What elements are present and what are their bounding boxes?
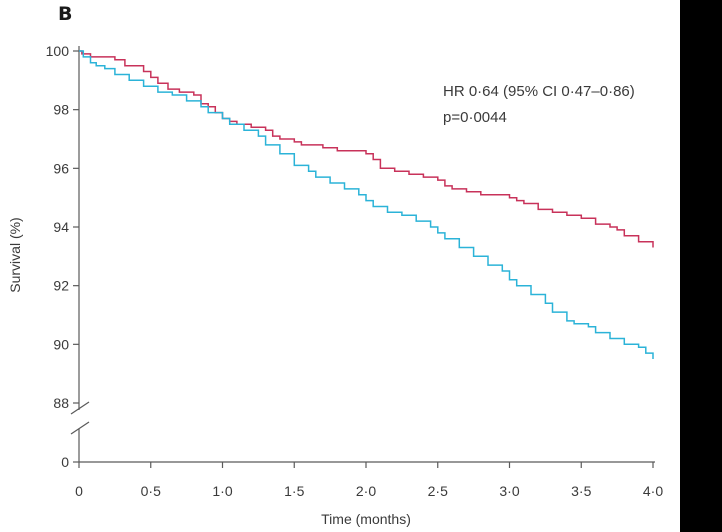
x-tick-label-6: 3·0 <box>499 483 519 499</box>
y-tick-label-96: 96 <box>53 160 69 176</box>
x-tick-label-2: 1·0 <box>212 483 232 499</box>
series-line-1 <box>79 50 654 248</box>
y-axis-title: Survival (%) <box>7 217 23 292</box>
y-tick-label-0: 0 <box>61 454 69 470</box>
series-layer <box>79 50 654 359</box>
axis-break-mark-lower <box>70 421 90 435</box>
y-tick-label-92: 92 <box>53 278 69 294</box>
panel-label: B <box>58 3 72 25</box>
y-axis: 100 98 96 94 92 90 88 0 <box>46 43 90 470</box>
axis-break-mark-upper <box>70 401 90 415</box>
x-tick-label-7: 3·5 <box>571 483 591 499</box>
p-value-annotation: p=0·0044 <box>443 109 507 126</box>
y-tick-label-94: 94 <box>53 219 69 235</box>
y-tick-label-100: 100 <box>46 43 70 59</box>
y-tick-label-90: 90 <box>53 336 69 352</box>
x-tick-label-1: 0·5 <box>141 483 161 499</box>
right-edge-bar <box>680 0 722 532</box>
x-axis: 0 0·5 1·0 1·5 2·0 2·5 3·0 3·5 4·0 <box>75 461 663 499</box>
y-tick-label-98: 98 <box>53 102 69 118</box>
x-tick-label-8: 4·0 <box>643 483 663 499</box>
series-line-2 <box>79 50 654 359</box>
x-tick-label-0: 0 <box>75 483 83 499</box>
hazard-ratio-annotation: HR 0·64 (95% CI 0·47–0·86) <box>443 83 635 100</box>
x-tick-label-4: 2·0 <box>356 483 376 499</box>
y-tick-label-88: 88 <box>53 395 69 411</box>
x-tick-label-5: 2·5 <box>428 483 448 499</box>
x-tick-label-3: 1·5 <box>284 483 304 499</box>
x-axis-title: Time (months) <box>321 511 411 527</box>
